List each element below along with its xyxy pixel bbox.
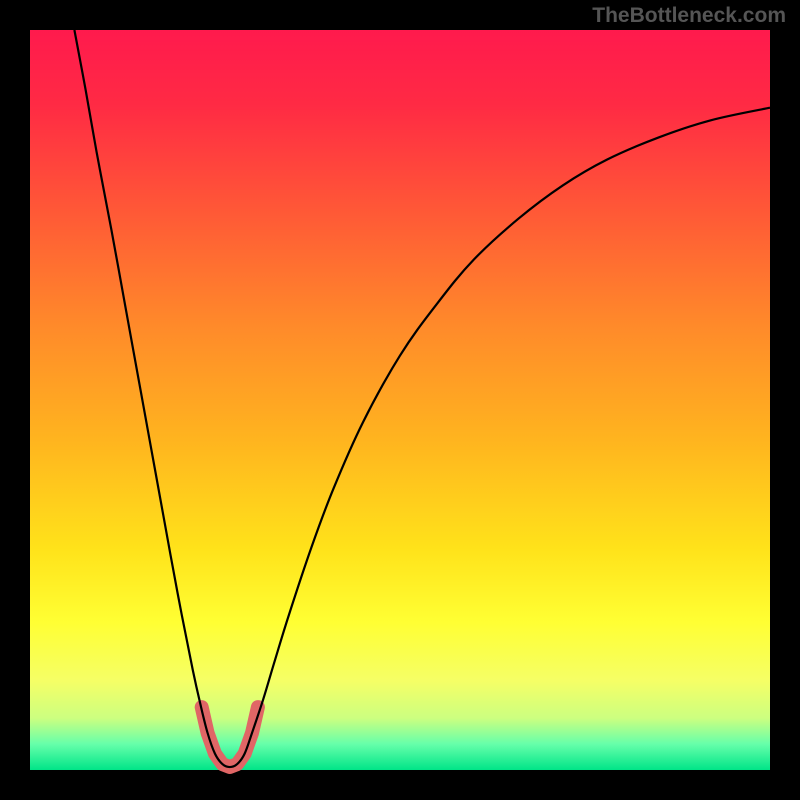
attribution-label: TheBottleneck.com [592, 4, 786, 28]
plot-background [30, 30, 770, 770]
